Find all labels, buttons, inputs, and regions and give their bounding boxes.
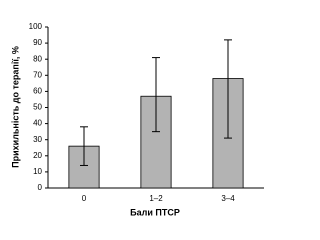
y-axis-label: Прихильність до терапії, % (10, 46, 20, 168)
y-tick-label: 90 (33, 38, 42, 47)
y-tick-label: 10 (33, 167, 42, 176)
y-tick-label: 100 (29, 22, 43, 31)
bar (68, 145, 100, 189)
y-tick-label: 70 (33, 70, 42, 79)
x-tick-label: 1–2 (149, 194, 163, 203)
x-tick-label: 0 (82, 194, 87, 203)
y-tick-label: 80 (33, 54, 42, 63)
y-tick-label: 50 (33, 103, 42, 112)
chart: Бали ПТСР Прихильність до терапії, % 0 10… (10, 22, 264, 217)
y-tick-label: 0 (38, 183, 43, 192)
y-tick-label: 30 (33, 135, 42, 144)
x-tick-label: 3–4 (221, 194, 235, 203)
y-tick-label: 60 (33, 87, 42, 96)
y-tick-label: 40 (33, 119, 42, 128)
y-tick-label: 20 (33, 151, 42, 160)
x-axis-label: Бали ПТСР (130, 207, 180, 217)
